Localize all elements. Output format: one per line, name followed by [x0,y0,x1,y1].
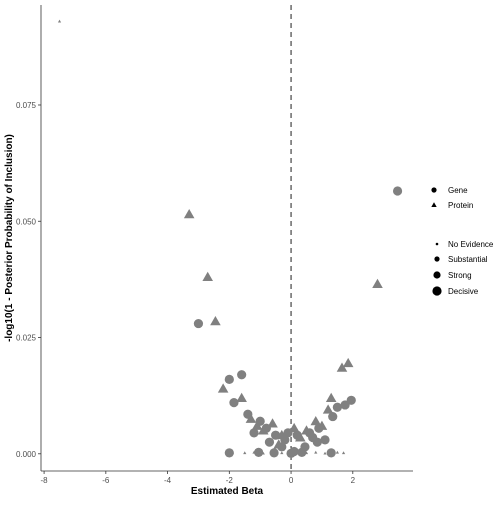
legend-protein-triangle-icon [431,202,437,207]
legend-decisive-label: Decisive [448,287,479,296]
x-tick-label: 2 [351,476,356,485]
gene-point [255,416,265,426]
gene-point [297,447,307,457]
protein-point [202,271,213,282]
gene-point [332,402,342,412]
protein-point [288,422,300,433]
x-axis-title: Estimated Beta [191,486,264,497]
data-points [57,19,403,458]
protein-point [251,420,263,430]
protein-point [183,208,195,219]
gene-point [320,435,330,445]
protein-point [243,451,247,455]
legend-no-evidence-circle-icon [435,242,439,246]
protein-point [280,451,284,455]
gene-point [243,409,253,419]
protein-point [322,404,334,414]
gene-point [224,448,234,458]
x-tick-label: -8 [41,476,49,485]
gene-point [237,370,247,380]
protein-point [341,451,346,455]
gene-point [224,374,234,384]
gene-point [269,448,279,458]
legend-gene-label: Gene [448,186,468,195]
protein-point [217,383,229,393]
protein-point [325,392,337,402]
x-tick-label: -6 [102,476,110,485]
gene-point [314,423,324,433]
y-tick-label: 0.075 [16,101,37,110]
gene-point [283,428,293,438]
gene-point [280,435,290,445]
protein-point [310,415,322,426]
protein-point [372,278,383,289]
legend-no-evidence-label: No Evidence [448,240,494,249]
protein-point [335,450,339,454]
x-axis-ticks: -8 -6 -4 -2 0 2 [41,471,356,485]
legend-strong-circle-icon [433,271,441,279]
legend-type: Gene Protein [431,186,473,210]
x-tick-label: 0 [289,476,294,485]
gene-point [392,186,403,196]
y-tick-label: 0.050 [16,217,37,226]
gene-point [308,432,318,443]
gene-point [292,430,302,440]
legend-substantial-label: Substantial [448,255,488,264]
gene-point [277,442,287,452]
gene-point [328,411,338,422]
legend-gene-circle-icon [431,187,437,193]
gene-point [193,318,204,329]
protein-point [323,451,327,455]
legend-substantial-circle-icon [434,256,440,262]
plot-area: -8 -6 -4 -2 0 2 0.000 0.025 0.050 0.075 [16,5,413,485]
gene-point [249,428,259,438]
y-axis-ticks: 0.000 0.025 0.050 0.075 [16,101,41,459]
protein-point [267,418,278,428]
protein-point [342,357,354,368]
protein-point [314,450,318,454]
x-tick-label: -2 [226,476,234,485]
protein-point [57,19,62,23]
y-tick-label: 0.000 [16,450,37,459]
protein-point [245,413,257,423]
protein-point [210,315,221,326]
y-tick-label: 0.025 [16,334,37,343]
gene-point [326,448,336,458]
legend-evidence: No Evidence Substantial Strong Decisive [432,240,494,296]
gene-point [254,447,264,457]
gene-point [229,398,239,408]
gene-point [340,400,350,410]
gene-point [264,437,275,447]
protein-point [236,392,247,402]
gene-point [261,423,271,433]
y-axis-title: -log10(1 - Posterior Probability of Incl… [4,134,15,342]
gene-point [286,448,296,458]
legend-protein-label: Protein [448,201,473,210]
legend-strong-label: Strong [448,271,472,280]
legend-decisive-circle-icon [432,286,442,296]
x-tick-label: -4 [164,476,172,485]
protein-point [336,362,348,372]
gene-point [271,430,281,440]
